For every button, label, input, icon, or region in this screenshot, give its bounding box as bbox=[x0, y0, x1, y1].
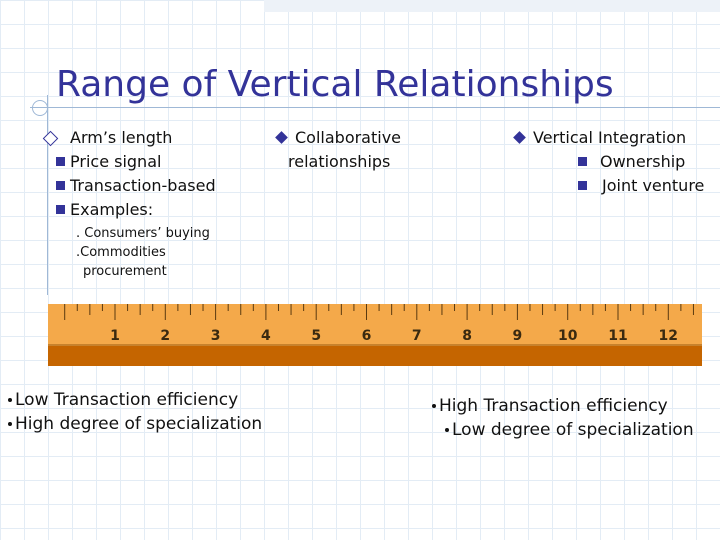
item: High Transaction efficiency bbox=[439, 396, 668, 416]
bullet bbox=[445, 428, 449, 432]
bullet bbox=[8, 422, 12, 426]
title: Range of Vertical Relationships bbox=[56, 64, 614, 105]
ruler-number: 10 bbox=[558, 328, 578, 344]
rule bbox=[30, 107, 720, 108]
ruler-number: 8 bbox=[462, 328, 472, 344]
item: Collaborative bbox=[295, 128, 402, 147]
item: Low degree of specialization bbox=[452, 420, 694, 440]
example: procurement bbox=[83, 264, 167, 279]
item: Transaction-based bbox=[70, 176, 216, 195]
rule bbox=[47, 95, 48, 295]
ruler-number: 3 bbox=[211, 328, 221, 344]
ruler-number: 11 bbox=[608, 328, 627, 344]
ruler-number: 5 bbox=[311, 328, 321, 344]
ruler-number: 12 bbox=[659, 328, 678, 344]
item: Price signal bbox=[70, 152, 162, 171]
bullet bbox=[432, 404, 436, 408]
example: .Commodities bbox=[76, 245, 166, 260]
item: Vertical Integration bbox=[533, 128, 687, 147]
item: Examples: bbox=[70, 200, 154, 219]
ruler-number: 6 bbox=[362, 328, 372, 344]
ruler: 1 2 3 4 5 6 7 8 9 10 11 12 bbox=[48, 304, 702, 366]
example: . Consumers’ buying bbox=[76, 226, 210, 241]
ruler-number: 7 bbox=[412, 328, 422, 344]
ruler-number: 4 bbox=[261, 328, 271, 344]
item: Ownership bbox=[600, 152, 686, 171]
bullet bbox=[42, 130, 59, 147]
bullet bbox=[56, 181, 65, 190]
bullet bbox=[578, 181, 587, 190]
bullet bbox=[578, 157, 587, 166]
bullet bbox=[56, 157, 65, 166]
ruler-band bbox=[48, 346, 702, 366]
item: High degree of specialization bbox=[15, 414, 263, 434]
bullet bbox=[56, 205, 65, 214]
item: Joint venture bbox=[602, 176, 705, 195]
ruler-number: 1 bbox=[110, 328, 120, 344]
ruler-number: 2 bbox=[160, 328, 170, 344]
item: relationships bbox=[288, 152, 391, 171]
bullet bbox=[275, 131, 288, 144]
item: Low Transaction efficiency bbox=[15, 390, 239, 410]
ruler-number: 9 bbox=[513, 328, 523, 344]
bullet bbox=[513, 131, 526, 144]
item: Arm’s length bbox=[70, 128, 173, 147]
bullet bbox=[8, 398, 12, 402]
crosshair bbox=[32, 100, 48, 116]
decor-band bbox=[264, 0, 720, 12]
